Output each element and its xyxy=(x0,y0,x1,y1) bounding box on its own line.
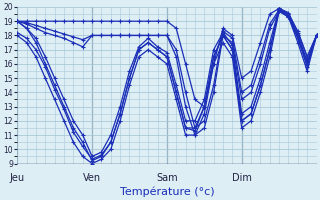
X-axis label: Température (°c): Température (°c) xyxy=(120,186,214,197)
